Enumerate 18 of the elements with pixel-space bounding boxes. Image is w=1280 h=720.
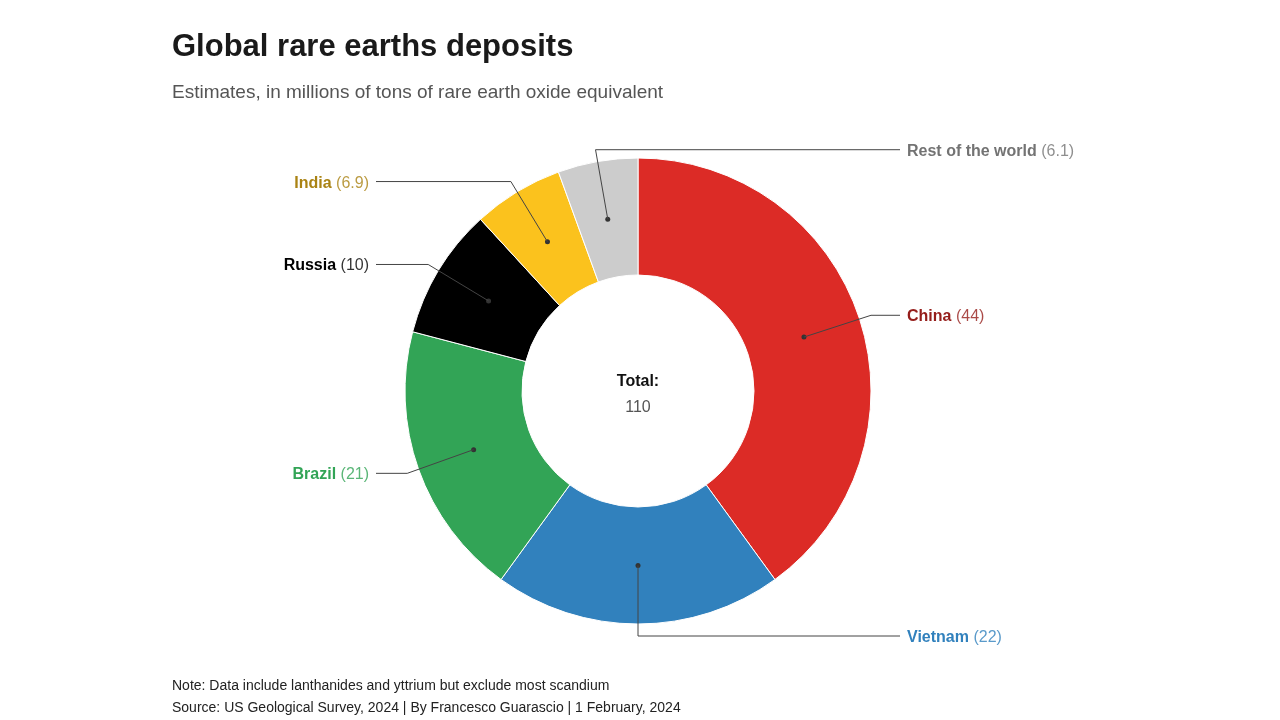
slice-label: Vietnam <box>907 628 974 645</box>
slice-label: Rest of the world <box>907 141 1042 159</box>
data-label: (22) <box>973 628 1002 645</box>
slice-label: India <box>294 173 337 191</box>
source-note: Source: US Geological Survey, 2024 | By Francesco Guarascio | 1 February, 2024 <box>172 699 681 715</box>
text: 110 <box>625 398 651 415</box>
slice-label: Russia <box>283 256 341 274</box>
text: Total: <box>616 372 660 389</box>
chart-title: Global rare earths deposits <box>172 28 574 63</box>
data-label: (6.9) <box>336 173 369 191</box>
chart-subtitle: Estimates, in millions of tons of rare earth oxide equivalent <box>172 81 664 102</box>
slice-label: China <box>907 307 956 325</box>
text: Note: Data include lanthanides and yttrium but exclude most scandium <box>172 677 610 693</box>
data-label: (44) <box>955 307 985 325</box>
data-label: (6.1) <box>1041 141 1075 159</box>
slice-label: Brazil <box>292 465 341 483</box>
data-label: (21) <box>340 465 369 483</box>
data-label: (10) <box>340 256 369 274</box>
